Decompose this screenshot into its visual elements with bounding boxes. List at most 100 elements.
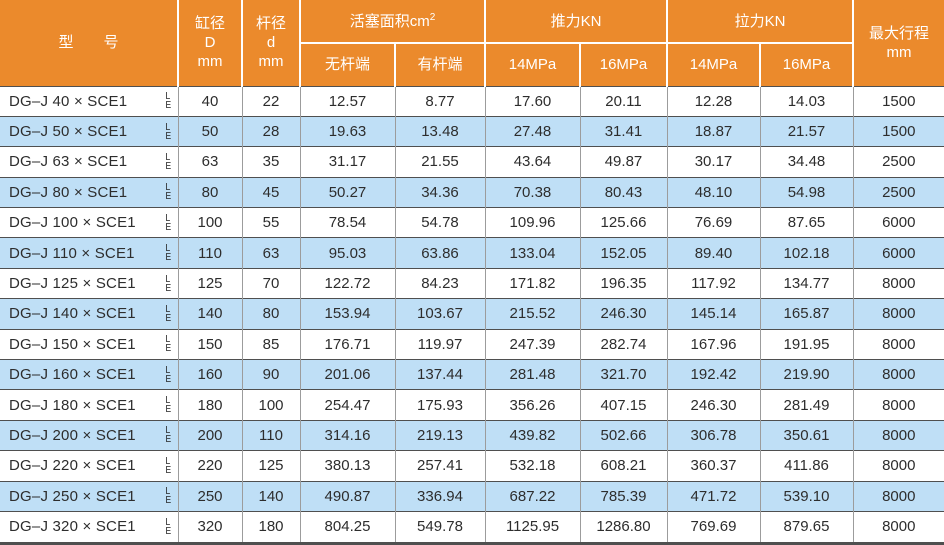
area-rod-end-value: 21.55 [394, 146, 485, 178]
thrust-14mpa-value: 687.22 [484, 480, 580, 512]
model-wrap: DG–J 250 × SCE1 L E [0, 487, 178, 507]
model-cell: DG–J 220 × SCE1 L E [0, 450, 178, 482]
variant-le-stack: L E [165, 487, 171, 507]
model-name: DG–J 40 × SCE1 [9, 92, 128, 110]
model-name: DG–J 320 × SCE1 [9, 518, 136, 536]
variant-e: E [165, 495, 171, 507]
area-rodless-value: 254.47 [299, 389, 395, 421]
max-stroke-value: 8000 [852, 419, 944, 451]
header-rod-end: 有杆端 [394, 42, 486, 86]
header-max-stroke-line1: 最大行程 [868, 24, 929, 42]
bore-value: 110 [177, 237, 242, 269]
model-name: DG–J 110 × SCE1 [9, 244, 135, 262]
table-row: DG–J 110 × SCE1 L E 110 63 95.03 63.86 1… [0, 237, 944, 269]
header-pull: 拉力KN [666, 0, 854, 43]
model-wrap: DG–J 63 × SCE1 L E [0, 152, 178, 171]
header-rodless-end: 无杆端 [300, 42, 396, 86]
table-row: DG–J 63 × SCE1 L E 63 35 31.17 21.55 43.… [0, 146, 944, 178]
header-rod: 杆径 d mm [241, 0, 301, 86]
variant-e: E [165, 221, 171, 233]
thrust-14mpa-value: 133.04 [484, 237, 580, 269]
max-stroke-value: 8000 [852, 450, 944, 482]
model-name: DG–J 150 × SCE1 [9, 335, 136, 353]
area-rodless-value: 19.63 [299, 115, 395, 147]
model-name: DG–J 63 × SCE1 [9, 153, 128, 171]
variant-e: E [165, 130, 171, 142]
thrust-14mpa-value: 27.48 [484, 115, 580, 147]
model-name: DG–J 200 × SCE1 [9, 426, 136, 444]
area-rod-end-value: 257.41 [394, 450, 485, 482]
thrust-16mpa-value: 196.35 [579, 267, 667, 299]
thrust-14mpa-value: 1125.95 [484, 510, 580, 545]
model-wrap: DG–J 50 × SCE1 L E [0, 122, 178, 142]
area-rodless-value: 78.54 [299, 207, 395, 238]
area-rod-end-value: 137.44 [394, 359, 485, 390]
bore-value: 320 [177, 510, 242, 545]
variant-le-stack: L E [165, 455, 171, 475]
header-thrust: 推力KN [484, 0, 668, 43]
rod-value: 55 [241, 207, 300, 238]
area-rodless-value: 176.71 [299, 328, 395, 360]
area-rodless-value: 380.13 [299, 450, 395, 482]
header-max-stroke-line2: mm [886, 43, 912, 61]
model-name: DG–J 125 × SCE1 [9, 275, 136, 293]
thrust-16mpa-value: 282.74 [579, 328, 667, 360]
bore-value: 250 [177, 480, 242, 512]
pull-16mpa-value: 102.18 [759, 237, 853, 269]
variant-l: L [165, 455, 171, 467]
area-rod-end-value: 119.97 [394, 328, 485, 360]
rod-value: 85 [241, 328, 300, 360]
rod-value: 70 [241, 267, 300, 299]
max-stroke-value: 1500 [852, 85, 944, 117]
variant-le-stack: L E [165, 244, 171, 263]
model-cell: DG–J 63 × SCE1 L E [0, 146, 178, 178]
header-model: 型 号 [0, 0, 179, 86]
table-row: DG–J 180 × SCE1 L E 180 100 254.47 175.9… [0, 389, 944, 421]
area-rod-end-value: 8.77 [394, 85, 485, 117]
variant-l: L [165, 425, 171, 437]
thrust-16mpa-value: 246.30 [579, 298, 667, 330]
area-rodless-value: 490.87 [299, 480, 395, 512]
rod-value: 100 [241, 389, 300, 421]
model-name: DG–J 80 × SCE1 [9, 183, 128, 201]
header-rod-line2: d [266, 34, 276, 52]
header-piston-area-sup: 2 [429, 11, 436, 23]
model-cell: DG–J 150 × SCE1 L E [0, 328, 178, 360]
model-name: DG–J 100 × SCE1 [9, 214, 136, 232]
model-wrap: DG–J 320 × SCE1 L E [0, 517, 178, 536]
variant-le-stack: L E [165, 213, 171, 233]
table-row: DG–J 50 × SCE1 L E 50 28 19.63 13.48 27.… [0, 115, 944, 147]
header-piston-area: 活塞面积cm2 [299, 0, 486, 43]
max-stroke-value: 8000 [852, 359, 944, 390]
area-rodless-value: 804.25 [299, 510, 395, 545]
max-stroke-value: 6000 [852, 237, 944, 269]
header-piston-area-label: 活塞面积cm [349, 12, 430, 30]
model-cell: DG–J 50 × SCE1 L E [0, 115, 178, 147]
model-cell: DG–J 200 × SCE1 L E [0, 419, 178, 451]
rod-value: 63 [241, 237, 300, 269]
pull-14mpa-value: 30.17 [666, 146, 760, 178]
rod-value: 180 [241, 510, 300, 545]
table-row: DG–J 320 × SCE1 L E 320 180 804.25 549.7… [0, 510, 944, 545]
bore-value: 50 [177, 115, 242, 147]
model-wrap: DG–J 140 × SCE1 L E [0, 303, 178, 323]
model-wrap: DG–J 80 × SCE1 L E [0, 183, 178, 202]
pull-14mpa-value: 89.40 [666, 237, 760, 269]
bore-value: 125 [177, 267, 242, 299]
thrust-16mpa-value: 125.66 [579, 207, 667, 238]
pull-14mpa-value: 117.92 [666, 267, 760, 299]
thrust-16mpa-value: 80.43 [579, 176, 667, 208]
area-rod-end-value: 34.36 [394, 176, 485, 208]
header-max-stroke: 最大行程 mm [852, 0, 944, 86]
pull-16mpa-value: 34.48 [759, 146, 853, 178]
variant-l: L [165, 303, 171, 315]
area-rod-end-value: 103.67 [394, 298, 485, 330]
pull-16mpa-value: 539.10 [759, 480, 853, 512]
bore-value: 150 [177, 328, 242, 360]
thrust-16mpa-value: 31.41 [579, 115, 667, 147]
variant-l: L [165, 273, 171, 285]
variant-le-stack: L E [165, 365, 171, 384]
area-rodless-value: 122.72 [299, 267, 395, 299]
max-stroke-value: 8000 [852, 267, 944, 299]
